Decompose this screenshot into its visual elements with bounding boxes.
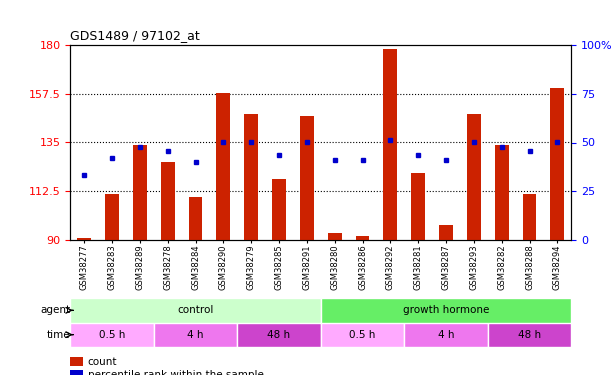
Text: 48 h: 48 h — [518, 330, 541, 340]
Text: 48 h: 48 h — [268, 330, 291, 340]
Bar — [272, 179, 286, 240]
Bar — [404, 322, 488, 347]
Bar — [356, 236, 370, 240]
Bar — [237, 322, 321, 347]
Bar — [327, 234, 342, 240]
Text: 4 h: 4 h — [187, 330, 204, 340]
Bar — [300, 117, 314, 240]
Bar — [384, 50, 397, 240]
Bar — [244, 114, 258, 240]
Text: percentile rank within the sample: percentile rank within the sample — [88, 370, 264, 375]
Text: 4 h: 4 h — [437, 330, 455, 340]
Bar — [488, 322, 571, 347]
Text: time: time — [46, 330, 70, 340]
Bar — [495, 145, 509, 240]
Bar — [70, 370, 83, 375]
Bar — [105, 195, 119, 240]
Text: GDS1489 / 97102_at: GDS1489 / 97102_at — [70, 30, 200, 42]
Bar — [133, 145, 147, 240]
Bar — [216, 93, 230, 240]
Bar — [161, 162, 175, 240]
Text: growth hormone: growth hormone — [403, 305, 489, 315]
Bar — [189, 196, 202, 240]
Bar — [77, 238, 91, 240]
Bar — [321, 298, 571, 322]
Text: control: control — [177, 305, 214, 315]
Bar — [411, 173, 425, 240]
Text: agent: agent — [40, 305, 70, 315]
Bar — [522, 195, 536, 240]
Bar — [467, 114, 481, 240]
Bar — [70, 322, 154, 347]
Bar — [321, 322, 404, 347]
Bar — [551, 88, 565, 240]
Text: count: count — [88, 357, 117, 367]
Text: 0.5 h: 0.5 h — [349, 330, 376, 340]
Text: 0.5 h: 0.5 h — [99, 330, 125, 340]
Bar — [70, 357, 83, 366]
Bar — [439, 225, 453, 240]
Bar — [154, 322, 237, 347]
Bar — [70, 298, 321, 322]
